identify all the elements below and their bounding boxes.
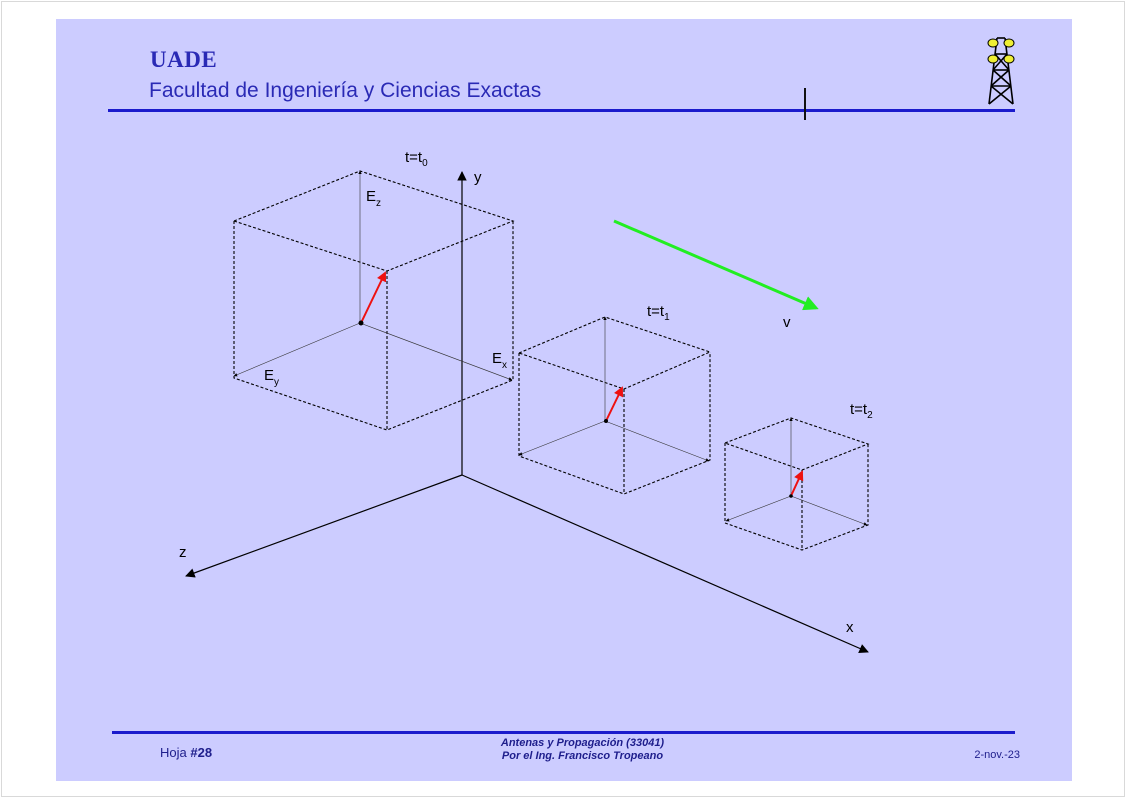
header-rule <box>108 109 1015 112</box>
cube-t0-axes <box>233 170 513 381</box>
cube-t0 <box>233 170 515 431</box>
x-axis <box>461 474 869 653</box>
sheet-value: #28 <box>190 745 213 760</box>
course-info: Antenas y Propagación (33041) Por el Ing… <box>430 737 735 763</box>
time-label-t1: t=t1 <box>647 303 670 323</box>
header-tick <box>804 88 806 120</box>
sheet-prefix: Hoja <box>160 745 191 760</box>
field-vector-t2 <box>790 470 804 497</box>
transmission-tower-icon <box>987 37 1015 105</box>
course-title: Antenas y Propagación (33041) <box>500 737 665 749</box>
cube-t1 <box>518 316 712 495</box>
cube-t2-axes <box>725 417 868 526</box>
label-ez: Ez <box>366 188 381 209</box>
y-axis-label: y <box>474 169 482 186</box>
label-ey: Ey <box>264 367 279 388</box>
field-vector-t1 <box>605 386 624 422</box>
org-name: UADE <box>150 47 218 72</box>
slide-background <box>56 19 1072 781</box>
label-ex: Ex <box>492 350 507 371</box>
time-label-t0: t=t0 <box>405 149 428 169</box>
velocity-arrow <box>613 219 819 311</box>
x-axis-label: x <box>846 619 854 636</box>
cube-t0-origin <box>358 320 364 326</box>
course-author: Por el Ing. Francisco Tropeano <box>501 750 664 762</box>
time-label-t2: t=t2 <box>850 401 873 421</box>
footer-date: 2-nov.-23 <box>974 749 1020 761</box>
field-vector-t0 <box>360 271 387 324</box>
footer-rule <box>112 731 1015 734</box>
cube-t1-axes <box>518 316 710 462</box>
cube-t2 <box>724 417 870 551</box>
z-axis-label: z <box>179 544 187 561</box>
faculty-name: Facultad de Ingeniería y Ciencias Exacta… <box>149 79 542 102</box>
cube-t2-origin <box>789 494 793 498</box>
z-axis <box>185 474 463 578</box>
velocity-label: v <box>783 314 791 331</box>
cube-t1-origin <box>604 419 608 423</box>
sheet-number: Hoja #28 <box>160 745 212 760</box>
